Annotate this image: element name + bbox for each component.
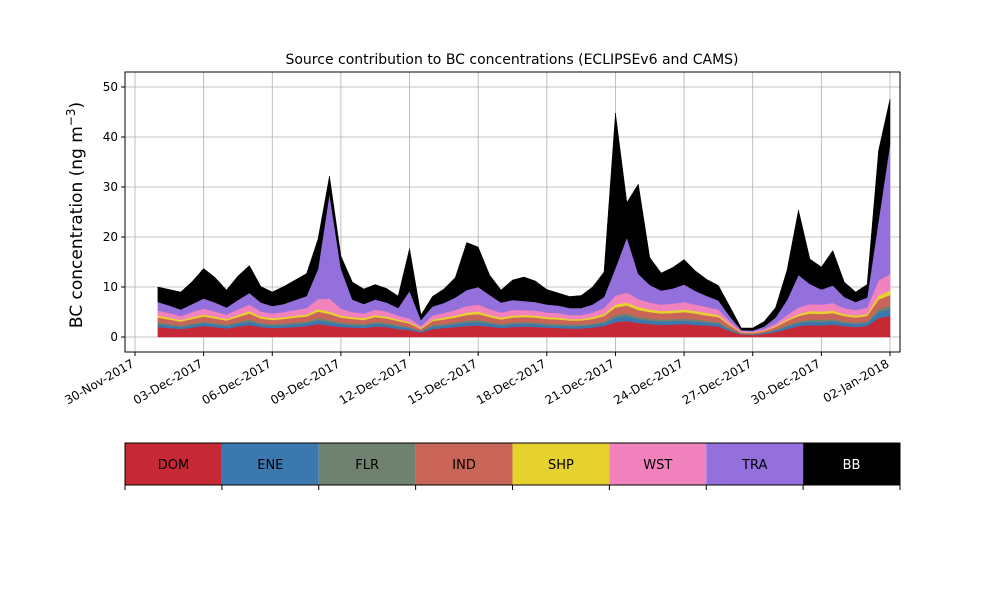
- x-tick-label: 12-Dec-2017: [337, 356, 411, 407]
- x-axis-ticks: 30-Nov-201703-Dec-201706-Dec-201709-Dec-…: [62, 352, 892, 407]
- y-tick-label: 40: [103, 130, 118, 144]
- legend-swatch-tra: [706, 443, 804, 485]
- legend-label-wst: WST: [643, 458, 672, 473]
- legend-label-dom: DOM: [158, 458, 189, 473]
- y-axis-label-close: ): [67, 102, 87, 109]
- legend-swatch-shp: [512, 443, 610, 485]
- y-tick-label: 50: [103, 80, 118, 94]
- plot-area: 30-Nov-201703-Dec-201706-Dec-201709-Dec-…: [62, 71, 901, 407]
- y-axis-label-superscript: −3: [64, 108, 78, 126]
- x-tick-label: 30-Dec-2017: [749, 356, 823, 407]
- legend-label-bb: BB: [843, 458, 861, 473]
- legend-swatch-wst: [609, 443, 707, 485]
- y-tick-label: 0: [110, 330, 118, 344]
- legend-label-shp: SHP: [548, 458, 574, 473]
- legend-colorbar: DOM ENE FLR IND SHP WST TRA BB: [124, 442, 901, 490]
- x-tick-label: 24-Dec-2017: [611, 356, 685, 407]
- legend-swatch-dom: [125, 443, 222, 485]
- legend-swatch-bb: [803, 443, 900, 485]
- y-axis-ticks: 0 10 20 30 40 50: [103, 80, 125, 344]
- chart-title: Source contribution to BC concentrations…: [285, 52, 738, 68]
- area-bb: [157, 98, 891, 331]
- x-tick-label: 02-Jan-2018: [821, 356, 892, 405]
- legend-label-tra: TRA: [741, 458, 767, 473]
- legend-swatch-flr: [318, 443, 416, 485]
- x-tick-label: 06-Dec-2017: [199, 356, 273, 407]
- legend-swatch-ene: [221, 443, 319, 485]
- x-tick-label: 18-Dec-2017: [474, 356, 548, 407]
- x-tick-label: 15-Dec-2017: [405, 356, 479, 407]
- legend-swatch-ind: [415, 443, 513, 485]
- x-tick-label: 30-Nov-2017: [62, 356, 136, 407]
- y-axis-label-text: BC concentration (ng m: [67, 126, 87, 328]
- y-tick-label: 20: [103, 230, 118, 244]
- x-tick-label: 03-Dec-2017: [131, 356, 205, 407]
- y-tick-label: 10: [103, 280, 118, 294]
- x-tick-label: 21-Dec-2017: [543, 356, 617, 407]
- x-tick-label: 27-Dec-2017: [680, 356, 754, 407]
- legend-label-ind: IND: [452, 458, 476, 473]
- y-axis-label: BC concentration (ng m−3): [64, 102, 87, 328]
- y-tick-label: 30: [103, 180, 118, 194]
- x-tick-label: 09-Dec-2017: [268, 356, 342, 407]
- legend-label-flr: FLR: [355, 458, 379, 473]
- axes-frame: [124, 71, 901, 353]
- legend-label-ene: ENE: [257, 458, 283, 473]
- stacked-areas: [157, 98, 891, 338]
